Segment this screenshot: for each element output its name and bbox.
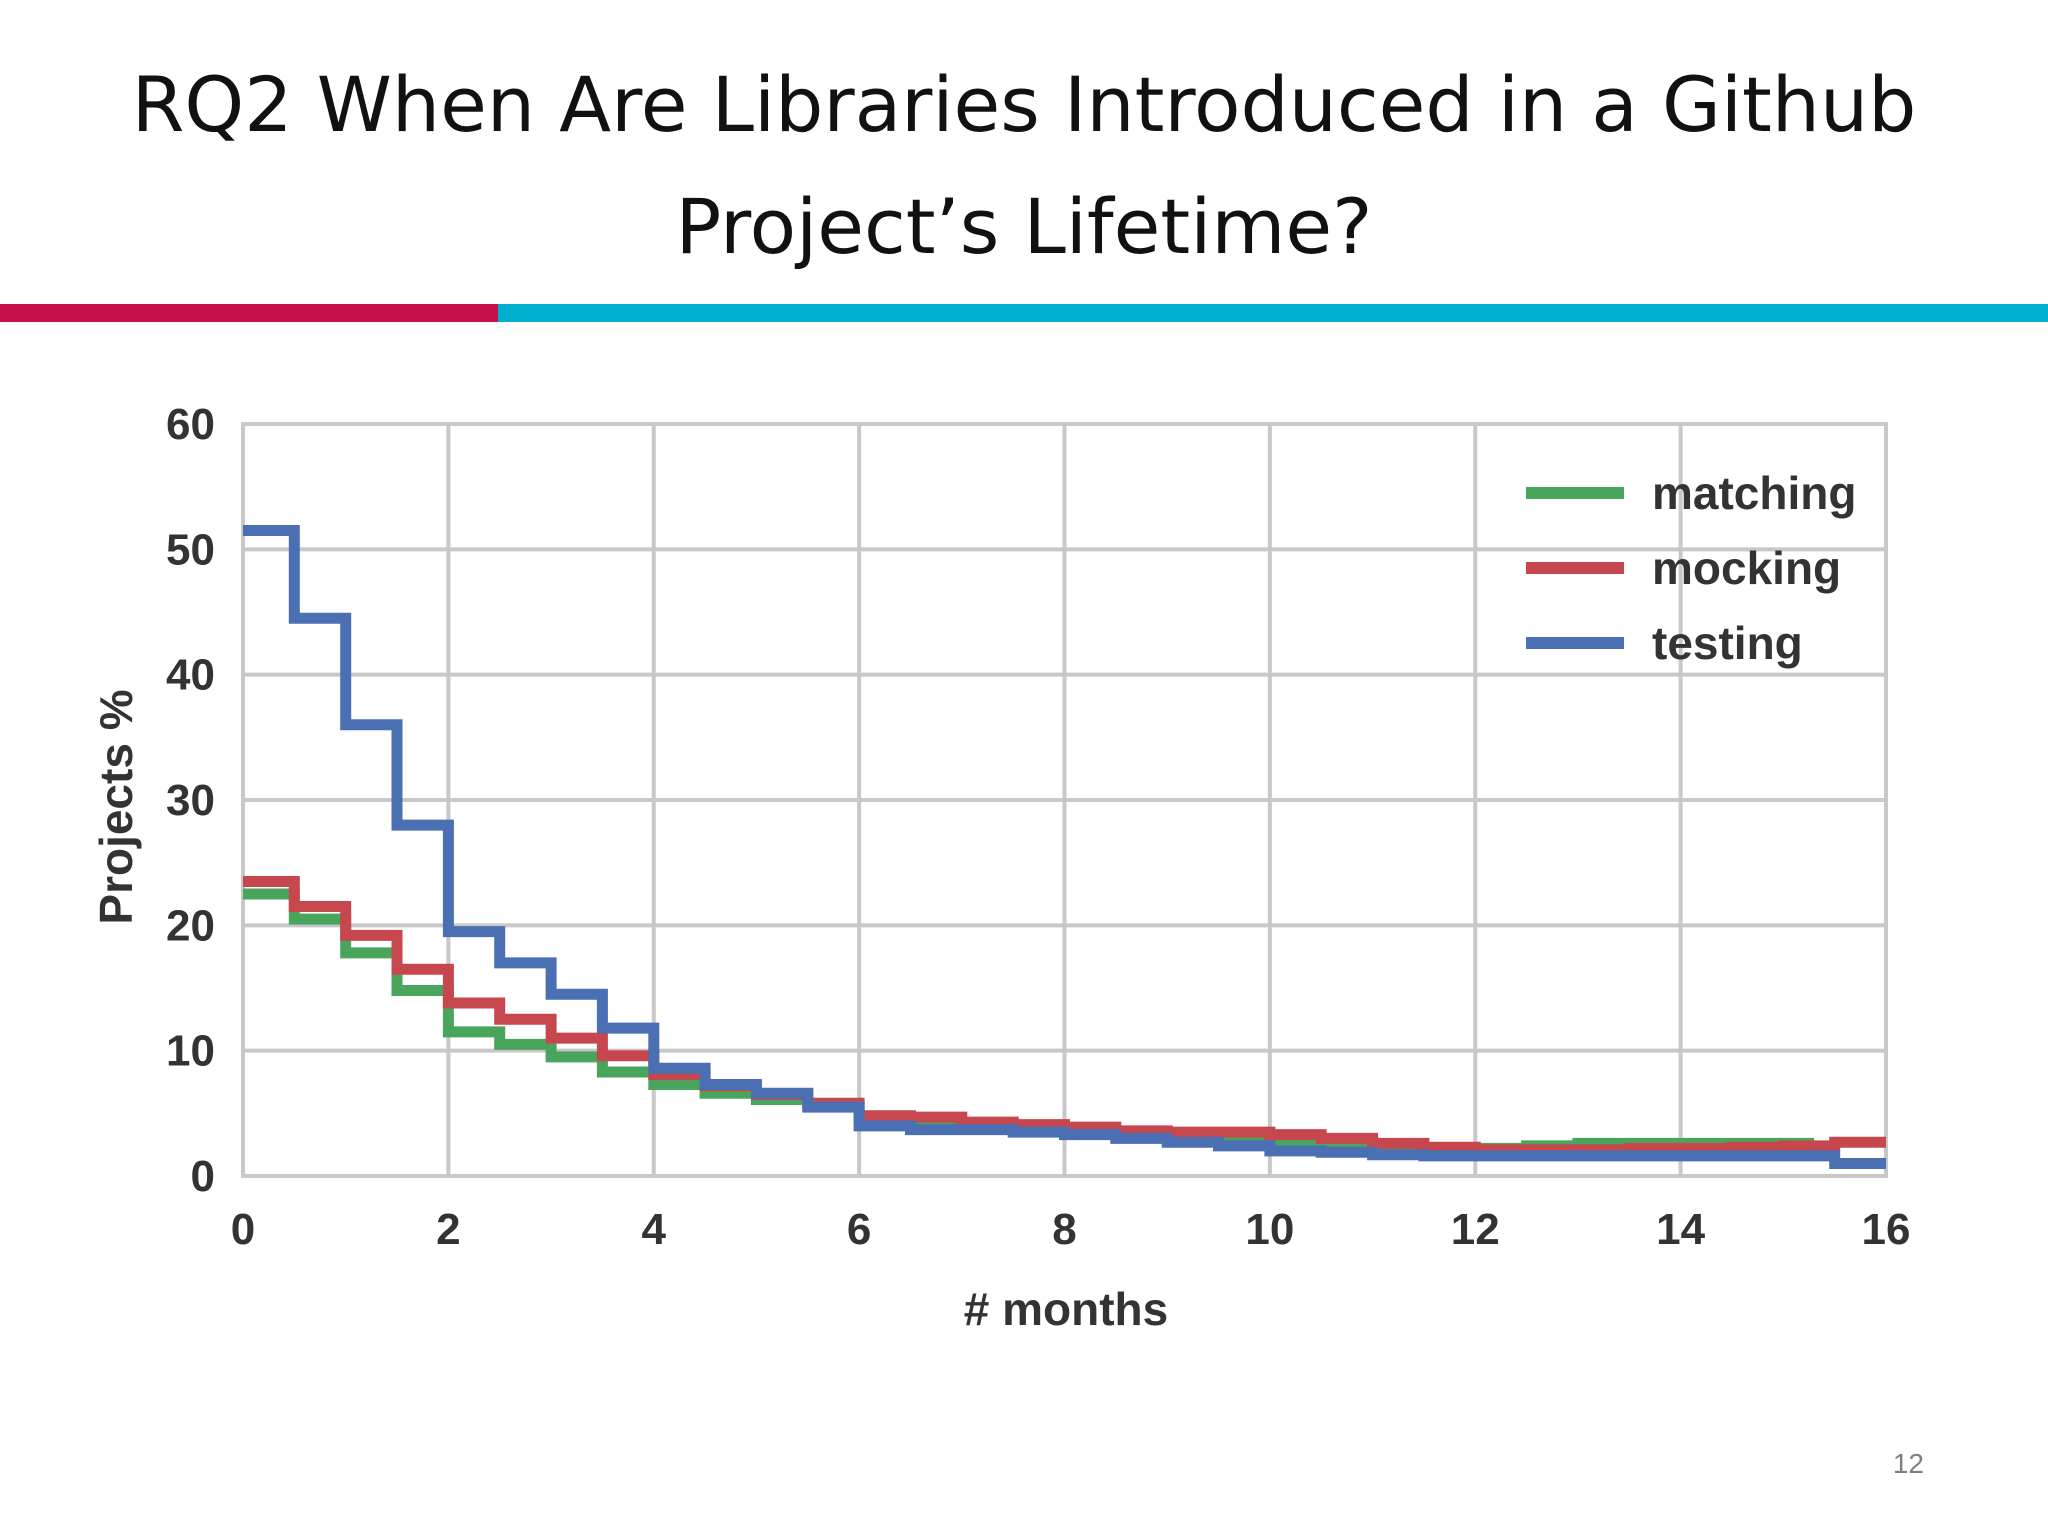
title-divider-accent-left [0, 304, 498, 322]
y-tick-label: 40 [166, 651, 215, 700]
title-divider-accent-right [498, 304, 2048, 322]
chart-tick-labels: 0 2 4 6 8 10 12 14 16 0 10 20 30 40 50 60 [166, 400, 1910, 1254]
y-tick-label: 0 [191, 1152, 215, 1201]
series-line-testing [243, 525, 1886, 1169]
x-tick-label: 14 [1656, 1205, 1705, 1254]
y-tick-label: 10 [166, 1027, 215, 1076]
slide-title-line-2: Project’s Lifetime? [675, 182, 1373, 271]
legend-label-mocking: mocking [1652, 542, 1841, 594]
x-tick-label: 6 [847, 1205, 871, 1254]
y-tick-label: 20 [166, 901, 215, 950]
y-tick-label: 50 [166, 525, 215, 574]
x-tick-label: 0 [231, 1205, 255, 1254]
y-tick-label: 30 [166, 776, 215, 825]
y-tick-label: 60 [166, 400, 215, 449]
slide-number: 12 [1892, 1448, 1924, 1479]
x-tick-label: 8 [1052, 1205, 1076, 1254]
slide-title: RQ2 When Are Libraries Introduced in a G… [24, 44, 2024, 288]
chart-series [243, 525, 1886, 1169]
line-chart: 0 2 4 6 8 10 12 14 16 0 10 20 30 40 50 60 matching mocki… [90, 400, 1910, 1335]
chart-grid [241, 422, 1888, 1178]
x-tick-label: 2 [436, 1205, 460, 1254]
slide-title-line-1: RQ2 When Are Libraries Introduced in a G… [131, 60, 1917, 149]
x-tick-label: 16 [1862, 1205, 1911, 1254]
x-tick-label: 10 [1245, 1205, 1294, 1254]
chart-legend: matching mocking testing [1526, 467, 1856, 669]
x-axis-label: # months [964, 1283, 1168, 1335]
x-tick-label: 4 [642, 1205, 667, 1254]
y-axis-label: Projects % [90, 689, 142, 924]
legend-label-testing: testing [1652, 617, 1803, 669]
legend-label-matching: matching [1652, 467, 1856, 519]
series-line-mocking [243, 876, 1886, 1156]
x-tick-label: 12 [1451, 1205, 1500, 1254]
